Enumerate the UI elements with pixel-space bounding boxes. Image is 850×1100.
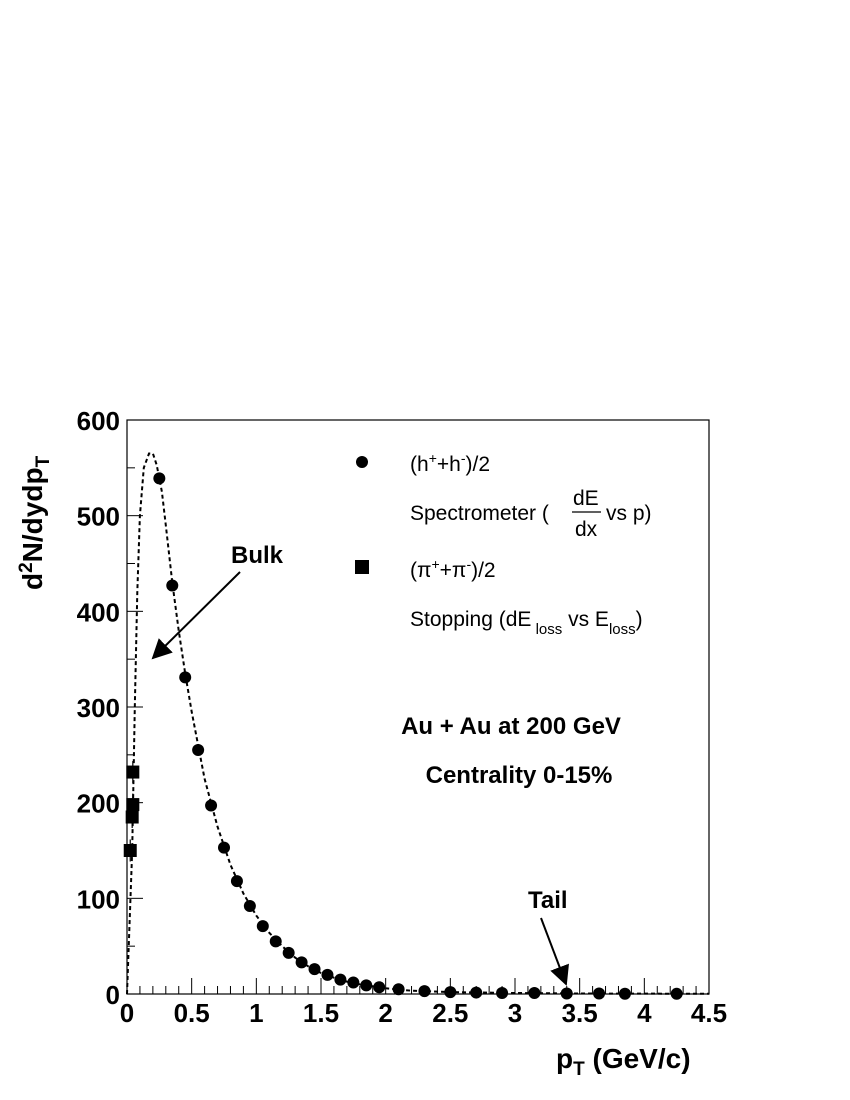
data-point-pion: [126, 765, 140, 779]
y-axis-title: d2N/dydpT: [16, 455, 54, 590]
legend-fraction-num: dE: [573, 487, 599, 510]
system-label: Au + Au at 200 GeV: [401, 713, 621, 740]
x-tick-label: 4.5: [691, 998, 727, 1028]
tail-arrow: [540, 917, 569, 986]
data-point-charged-hadron: [670, 987, 683, 1000]
legend-label-pions: (π++π-)/2: [410, 556, 496, 582]
y-tick-label: 400: [77, 597, 120, 627]
bulk-label: Bulk: [231, 542, 284, 569]
data-point-charged-hadron: [269, 935, 282, 948]
data-point-charged-hadron: [192, 744, 205, 757]
x-tick-label: 4: [637, 998, 652, 1028]
legend-label-stopping: Stopping (dE loss vs Eloss): [410, 608, 643, 638]
y-tick-label: 100: [77, 884, 120, 914]
x-tick-label: 1.5: [303, 998, 339, 1028]
data-point-pion: [123, 844, 137, 857]
data-point-charged-hadron: [321, 968, 334, 981]
y-tick-label: 200: [77, 789, 120, 819]
data-point-charged-hadron: [179, 671, 192, 684]
data-point-charged-hadron: [166, 579, 179, 592]
x-axis-title: pT (GeV/c): [556, 1043, 691, 1080]
data-point-charged-hadron: [418, 985, 431, 998]
y-tick-label: 600: [77, 406, 120, 436]
legend-square-marker: [355, 560, 369, 574]
legend-label-charged-hadrons: (h++h-)/2: [410, 450, 490, 476]
legend-fraction-den: dx: [575, 518, 598, 541]
data-point-charged-hadron: [560, 987, 573, 1000]
data-point-charged-hadron: [153, 472, 166, 485]
x-tick-label: 0.5: [174, 998, 210, 1028]
x-tick-label: 2: [378, 998, 392, 1028]
legend-circle-marker: [356, 456, 368, 468]
legend-label-spectrometer: Spectrometer (: [410, 502, 549, 525]
tail-label: Tail: [528, 887, 568, 914]
x-tick-label: 1: [249, 998, 263, 1028]
data-point-charged-hadron: [470, 986, 483, 999]
data-point-charged-hadron: [334, 973, 347, 986]
data-point-charged-hadron: [205, 799, 218, 812]
x-tick-label: 2.5: [432, 998, 468, 1028]
legend-label-spectrometer-end: vs p): [606, 502, 652, 525]
legend: (h++h-)/2 Spectrometer ( dE dx vs p) (π+…: [355, 450, 652, 638]
data-point-charged-hadron: [528, 987, 541, 1000]
y-tick-labels: 0 100 200 300 400 500 600: [77, 406, 120, 1010]
pion-points: [123, 761, 140, 862]
y-tick-label: 300: [77, 693, 120, 723]
x-tick-label: 3: [508, 998, 522, 1028]
data-point-charged-hadron: [230, 875, 243, 888]
data-point-charged-hadron: [295, 956, 308, 969]
data-point-charged-hadron: [243, 899, 256, 912]
data-point-charged-hadron: [308, 963, 321, 976]
data-point-charged-hadron: [593, 987, 606, 1000]
x-tick-label: 0: [120, 998, 134, 1028]
data-point-charged-hadron: [392, 983, 405, 996]
x-tick-label: 3.5: [562, 998, 598, 1028]
bulk-arrow: [151, 571, 241, 660]
data-point-charged-hadron: [373, 981, 386, 994]
data-point-charged-hadron: [444, 986, 457, 999]
y-tick-label: 500: [77, 502, 120, 532]
data-point-charged-hadron: [360, 979, 373, 992]
data-point-charged-hadron: [256, 920, 269, 933]
x-tick-labels: 0 0.5 1 1.5 2 2.5 3 3.5 4 4.5: [120, 998, 727, 1028]
data-point-pion: [126, 798, 140, 812]
data-point-charged-hadron: [282, 946, 295, 959]
centrality-label: Centrality 0-15%: [426, 762, 613, 789]
data-point-charged-hadron: [496, 987, 509, 1000]
data-point-charged-hadron: [347, 976, 360, 989]
data-point-charged-hadron: [618, 987, 631, 1000]
data-point-charged-hadron: [218, 841, 230, 854]
y-tick-label: 0: [106, 980, 120, 1010]
charged-hadron-points: [153, 472, 683, 1000]
data-point-pion: [125, 810, 139, 824]
